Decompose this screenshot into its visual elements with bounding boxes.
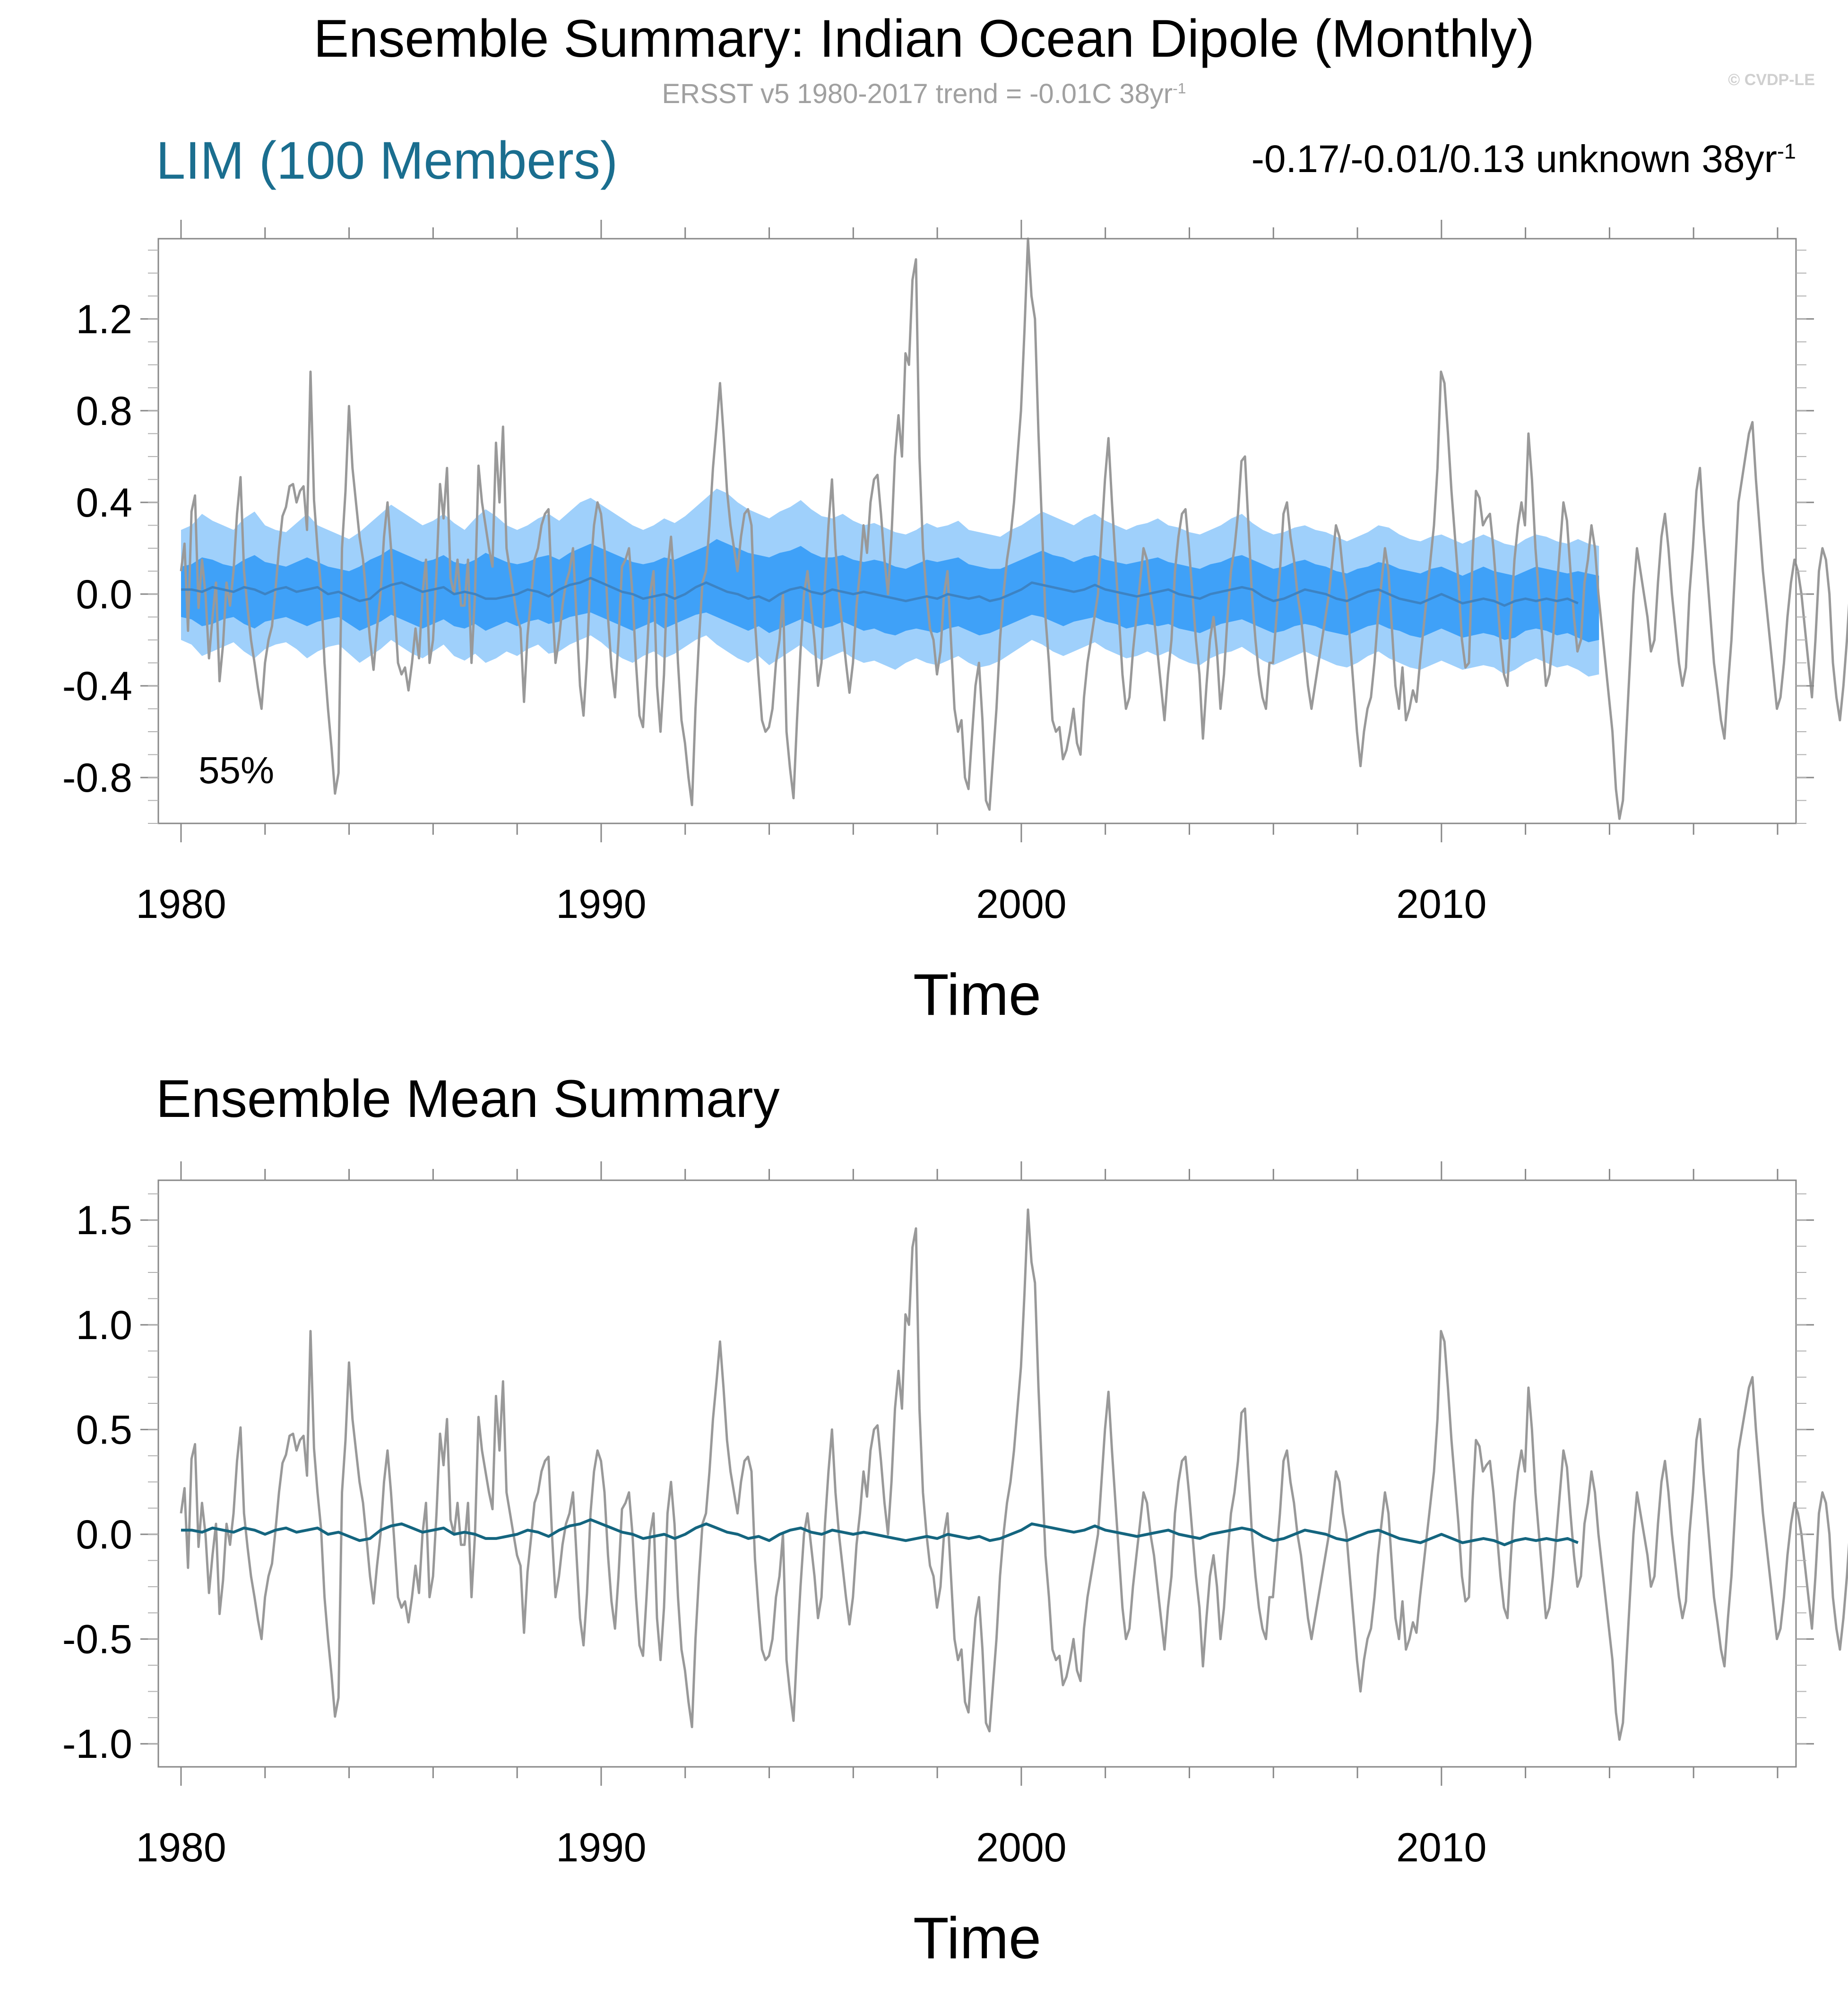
- x-tick-label: 1990: [556, 1825, 646, 1870]
- y-tick-label: -0.5: [62, 1617, 132, 1662]
- y-tick-label: -0.8: [62, 755, 132, 801]
- plot-frame: [157, 238, 1797, 824]
- stats-text: -0.17/-0.01/0.13 unknown 38yr: [1251, 138, 1777, 181]
- y-tick-label: 1.0: [76, 1303, 132, 1348]
- ensemble-mean-line: [181, 1518, 1579, 1547]
- main-title: Ensemble Summary: Indian Ocean Dipole (M…: [313, 9, 1535, 68]
- x-tick-label: 1980: [136, 882, 226, 927]
- panel1-stats: -0.17/-0.01/0.13 unknown 38yr-1: [1252, 137, 1796, 182]
- subtitle: ERSST v5 1980-2017 trend = -0.01C 38yr-1: [0, 78, 1848, 110]
- ensemble-mean-line: [181, 577, 1579, 607]
- observed-line: [180, 1208, 1848, 1741]
- observed-line: [180, 237, 1848, 820]
- x-tick-label: 2000: [976, 1825, 1066, 1870]
- y-tick-label: 0.8: [76, 389, 132, 434]
- subtitle-text: ERSST v5 1980-2017 trend = -0.01C 38yr: [662, 78, 1173, 109]
- watermark: © CVDP-LE: [1728, 71, 1815, 89]
- panel1-plot: 1.2 0.8 0.4 0.0 -0.4 -0.8 1980 1990 2000 2010 Time…: [62, 220, 1848, 1028]
- plot-frame: [157, 1179, 1797, 1768]
- x-axis-label: Time: [913, 962, 1041, 1028]
- y-tick-label: 0.4: [76, 480, 132, 526]
- x-tick-label: 1990: [556, 882, 646, 927]
- x-tick-label: 2000: [976, 882, 1066, 927]
- x-tick-label: 2010: [1396, 1825, 1486, 1870]
- panel2-title: Ensemble Mean Summary: [156, 1069, 780, 1128]
- y-tick-label: 0.0: [76, 1512, 132, 1557]
- band-inner: [181, 539, 1599, 642]
- y-tick-label: -0.4: [62, 664, 132, 709]
- y-tick-label: 0.5: [76, 1407, 132, 1453]
- stats-exponent: -1: [1777, 139, 1796, 164]
- y-tick-label: 1.5: [76, 1198, 132, 1243]
- panel2-plot: 1.5 1.0 0.5 0.0 -0.5 -1.0 1980 1990 2000 2010 Time: [62, 1161, 1848, 1971]
- y-tick-label: -1.0: [62, 1721, 132, 1767]
- y-tick-label: 1.2: [76, 297, 132, 342]
- x-tick-label: 2010: [1396, 882, 1486, 927]
- panel1-title: LIM (100 Members): [156, 131, 618, 190]
- x-tick-label: 1980: [136, 1825, 226, 1870]
- y-tick-label: 0.0: [76, 572, 132, 617]
- x-axis-label: Time: [913, 1906, 1041, 1971]
- subtitle-exponent: -1: [1173, 79, 1186, 97]
- percent-annotation: 55%: [199, 749, 274, 791]
